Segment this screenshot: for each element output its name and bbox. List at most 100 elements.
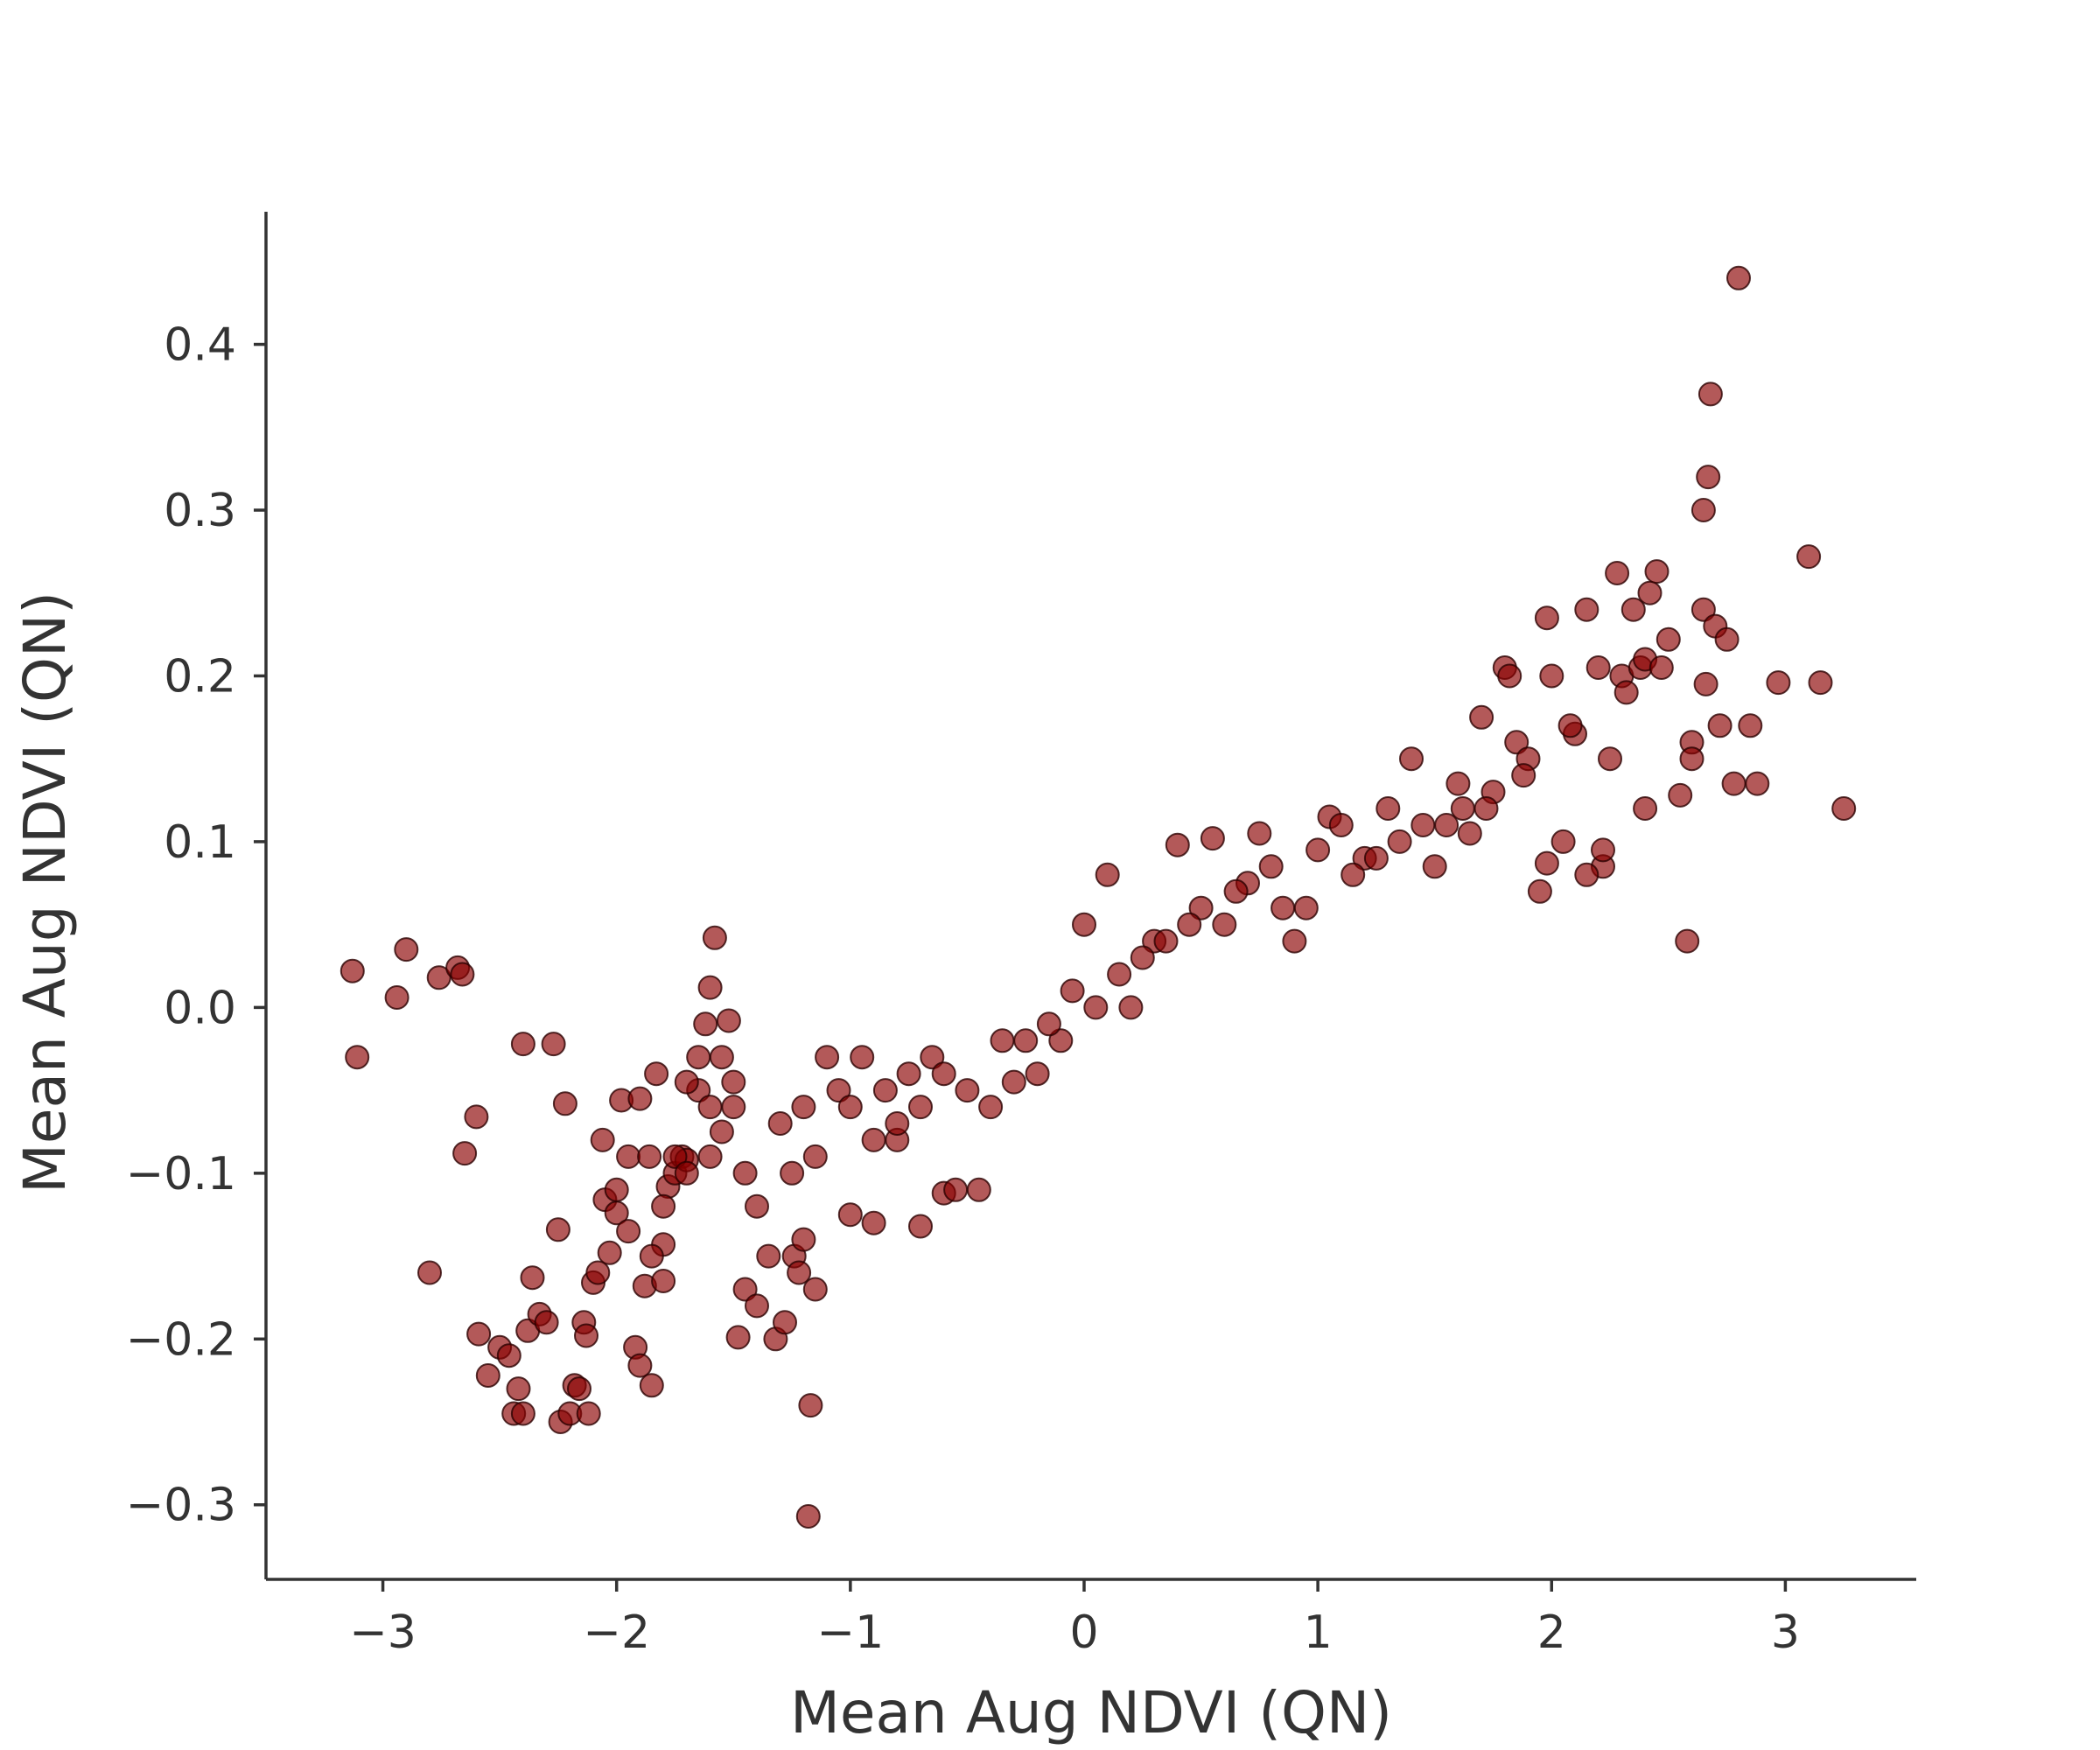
axes [264, 212, 1916, 1581]
scatter-point [1614, 680, 1639, 705]
scatter-point [1693, 671, 1718, 696]
scatter-point [1387, 829, 1412, 854]
scatter-point [1410, 813, 1436, 837]
y-tick-label: −0.3 [126, 1480, 236, 1532]
scatter-point [686, 1045, 711, 1070]
scatter-point [1247, 821, 1272, 846]
scatter-point [426, 965, 452, 990]
scatter-point [1698, 382, 1723, 407]
scatter-point [1620, 597, 1646, 622]
y-tick-label: 0.4 [164, 319, 236, 372]
scatter-point [1558, 713, 1583, 738]
y-axis-title: Mean Aug NDVI (QN) [11, 592, 79, 1194]
scatter-point [1072, 912, 1096, 937]
scatter-point [674, 1069, 699, 1095]
scatter-point [1282, 928, 1307, 954]
x-tick-label: 1 [1304, 1606, 1333, 1659]
scatter-point [1177, 912, 1202, 937]
scatter-point [767, 1111, 793, 1136]
scatter-point [1036, 1012, 1061, 1037]
scatter-point [574, 1323, 598, 1348]
y-tick-label: 0.1 [164, 816, 236, 869]
scatter-point [1721, 771, 1746, 796]
scatter-point [597, 1240, 622, 1265]
scatter-point [1539, 663, 1564, 689]
scatter-point [1165, 832, 1190, 858]
scatter-point [1293, 895, 1319, 920]
x-axis-title: Mean Aug NDVI (QN) [790, 1679, 1392, 1746]
scatter-point [384, 985, 410, 1010]
scatter-point [931, 1061, 956, 1087]
scatter-point [1534, 850, 1559, 876]
scatter-point [943, 1177, 969, 1202]
scatter-point [464, 1104, 489, 1130]
scatter-point [1726, 265, 1751, 290]
scatter-point [616, 1219, 641, 1244]
scatter-point [702, 925, 727, 950]
scatter-point [1707, 713, 1732, 738]
scatter-point [802, 1144, 828, 1169]
scatter-point [567, 1376, 592, 1402]
scatter-point [627, 1086, 653, 1111]
scatter-point [732, 1277, 758, 1302]
scatter-point [639, 1243, 664, 1269]
scatter-point [1527, 878, 1552, 904]
scatter-point [604, 1177, 629, 1202]
scatter-point [1363, 845, 1389, 871]
x-tick-label: 0 [1069, 1606, 1098, 1659]
x-tick-label: −2 [583, 1606, 650, 1659]
scatter-point [966, 1177, 991, 1202]
scatter-point [697, 1095, 723, 1120]
scatter-point [861, 1127, 886, 1152]
scatter-point [791, 1095, 816, 1120]
scatter-point [1574, 862, 1600, 887]
scatter-point [1574, 597, 1600, 622]
scatter-point [637, 1144, 662, 1169]
scatter-point [1497, 663, 1522, 689]
scatter-point [340, 958, 365, 984]
scatter-point [908, 1095, 933, 1120]
scatter-point [791, 1227, 816, 1252]
scatter-point [1504, 730, 1530, 755]
scatter-point [1450, 796, 1475, 821]
scatter-point [745, 1194, 769, 1219]
scatter-point [552, 1091, 578, 1116]
x-tick-label: −3 [349, 1606, 416, 1659]
scatter-point [496, 1343, 522, 1368]
scatter-point [1690, 498, 1716, 522]
scatter-point [674, 1160, 699, 1186]
scatter-point [709, 1045, 734, 1070]
scatter-point [1212, 912, 1237, 937]
scatter-point [773, 1310, 797, 1335]
scatter-point [639, 1373, 664, 1398]
scatter-point [1060, 978, 1085, 1004]
scatter-point [802, 1277, 828, 1302]
scatter-point [1474, 796, 1499, 821]
scatter-point [1457, 821, 1482, 846]
scatter-point [1376, 796, 1401, 821]
scatter-point [1469, 704, 1494, 730]
scatter-point [693, 1012, 718, 1037]
scatter-point [651, 1194, 676, 1219]
scatter-point [520, 1265, 545, 1291]
scatter-point [1258, 854, 1284, 879]
scatter-point [716, 1008, 741, 1033]
scatter-point [1675, 928, 1700, 954]
scatter-point [1223, 878, 1249, 904]
scatter-point [815, 1045, 840, 1070]
y-tick-label: 0.2 [164, 650, 236, 703]
scatter-point [1796, 544, 1822, 570]
scatter-point [394, 937, 419, 962]
scatter-point [850, 1045, 875, 1070]
scatter-point [756, 1243, 781, 1269]
x-tick-label: 3 [1771, 1606, 1800, 1659]
scatter-point [1550, 829, 1576, 854]
scatter-point [837, 1095, 863, 1120]
scatter-point [1306, 837, 1331, 863]
scatter-point [534, 1310, 559, 1335]
scatter-point [780, 1160, 805, 1186]
scatter-point [872, 1078, 898, 1103]
scatter-point [896, 1061, 921, 1087]
y-ticks: −0.3 −0.2 −0.1 0.0 0.1 0.2 0.3 0.4 [126, 319, 266, 1532]
